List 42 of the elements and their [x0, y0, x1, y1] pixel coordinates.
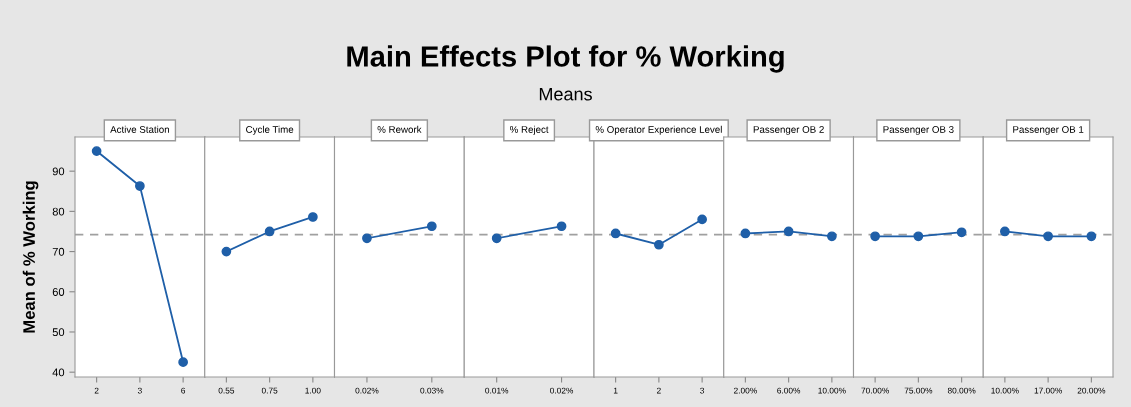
x-tick-label: 0.02%	[550, 387, 574, 394]
x-tick-label: 3	[700, 387, 705, 394]
chart-title: Active Station	[110, 125, 169, 133]
point	[91, 146, 102, 156]
y-tick-label: 60	[52, 288, 65, 296]
y-tick-label: 50	[52, 328, 65, 337]
chart-title: Passenger OB 1	[1013, 126, 1084, 135]
y-tick-label: 90	[52, 167, 65, 176]
chart-title: % Rework	[377, 125, 422, 133]
x-tick-label: 10.00%	[818, 387, 846, 394]
x-tick-label: 0.01%	[485, 387, 509, 394]
x-tick-label: 6	[181, 387, 186, 394]
chart-title: Passenger OB 2	[753, 126, 824, 135]
x-tick-label: 75.00%	[904, 387, 933, 394]
x-tick-label: 3	[137, 387, 142, 394]
point	[135, 181, 145, 191]
x-tick-label: 70.00%	[861, 387, 889, 394]
chart-title: % Reject	[510, 125, 549, 135]
text: Main Effects Plot for % Working	[347, 45, 784, 73]
x-tick-label: 0.55	[218, 387, 235, 394]
x-tick-label: 20.00%	[1077, 387, 1106, 394]
y-tick-label: 80	[52, 207, 65, 216]
x-tick-label: 0.02%	[355, 387, 379, 394]
x-tick-label: 1.00	[305, 387, 321, 394]
x-tick-label: 10.00%	[991, 387, 1019, 394]
chart-title: Passenger OB 3	[883, 126, 954, 135]
y-axis-title: Mean of % Working	[22, 181, 39, 333]
x-tick-label: 0.03%	[420, 387, 444, 394]
x-tick-label: 80.00%	[947, 387, 976, 394]
x-tick-label: 0.75	[261, 387, 278, 394]
chart-title: Cycle Time	[246, 125, 294, 135]
point	[178, 357, 188, 367]
chart-title: % Operator Experience Level	[595, 125, 722, 135]
x-tick-label: 2	[94, 387, 99, 394]
x-tick-label: 1	[613, 387, 618, 394]
x-tick-label: 6.00%	[777, 387, 801, 394]
x-tick-label: 17.00%	[1034, 387, 1062, 394]
y-tick-label: 70	[52, 247, 65, 256]
text: Means	[539, 87, 592, 101]
x-tick-label: 2.00%	[733, 387, 757, 394]
x-tick-label: 2	[656, 387, 661, 394]
y-tick-label: 40	[52, 368, 65, 377]
